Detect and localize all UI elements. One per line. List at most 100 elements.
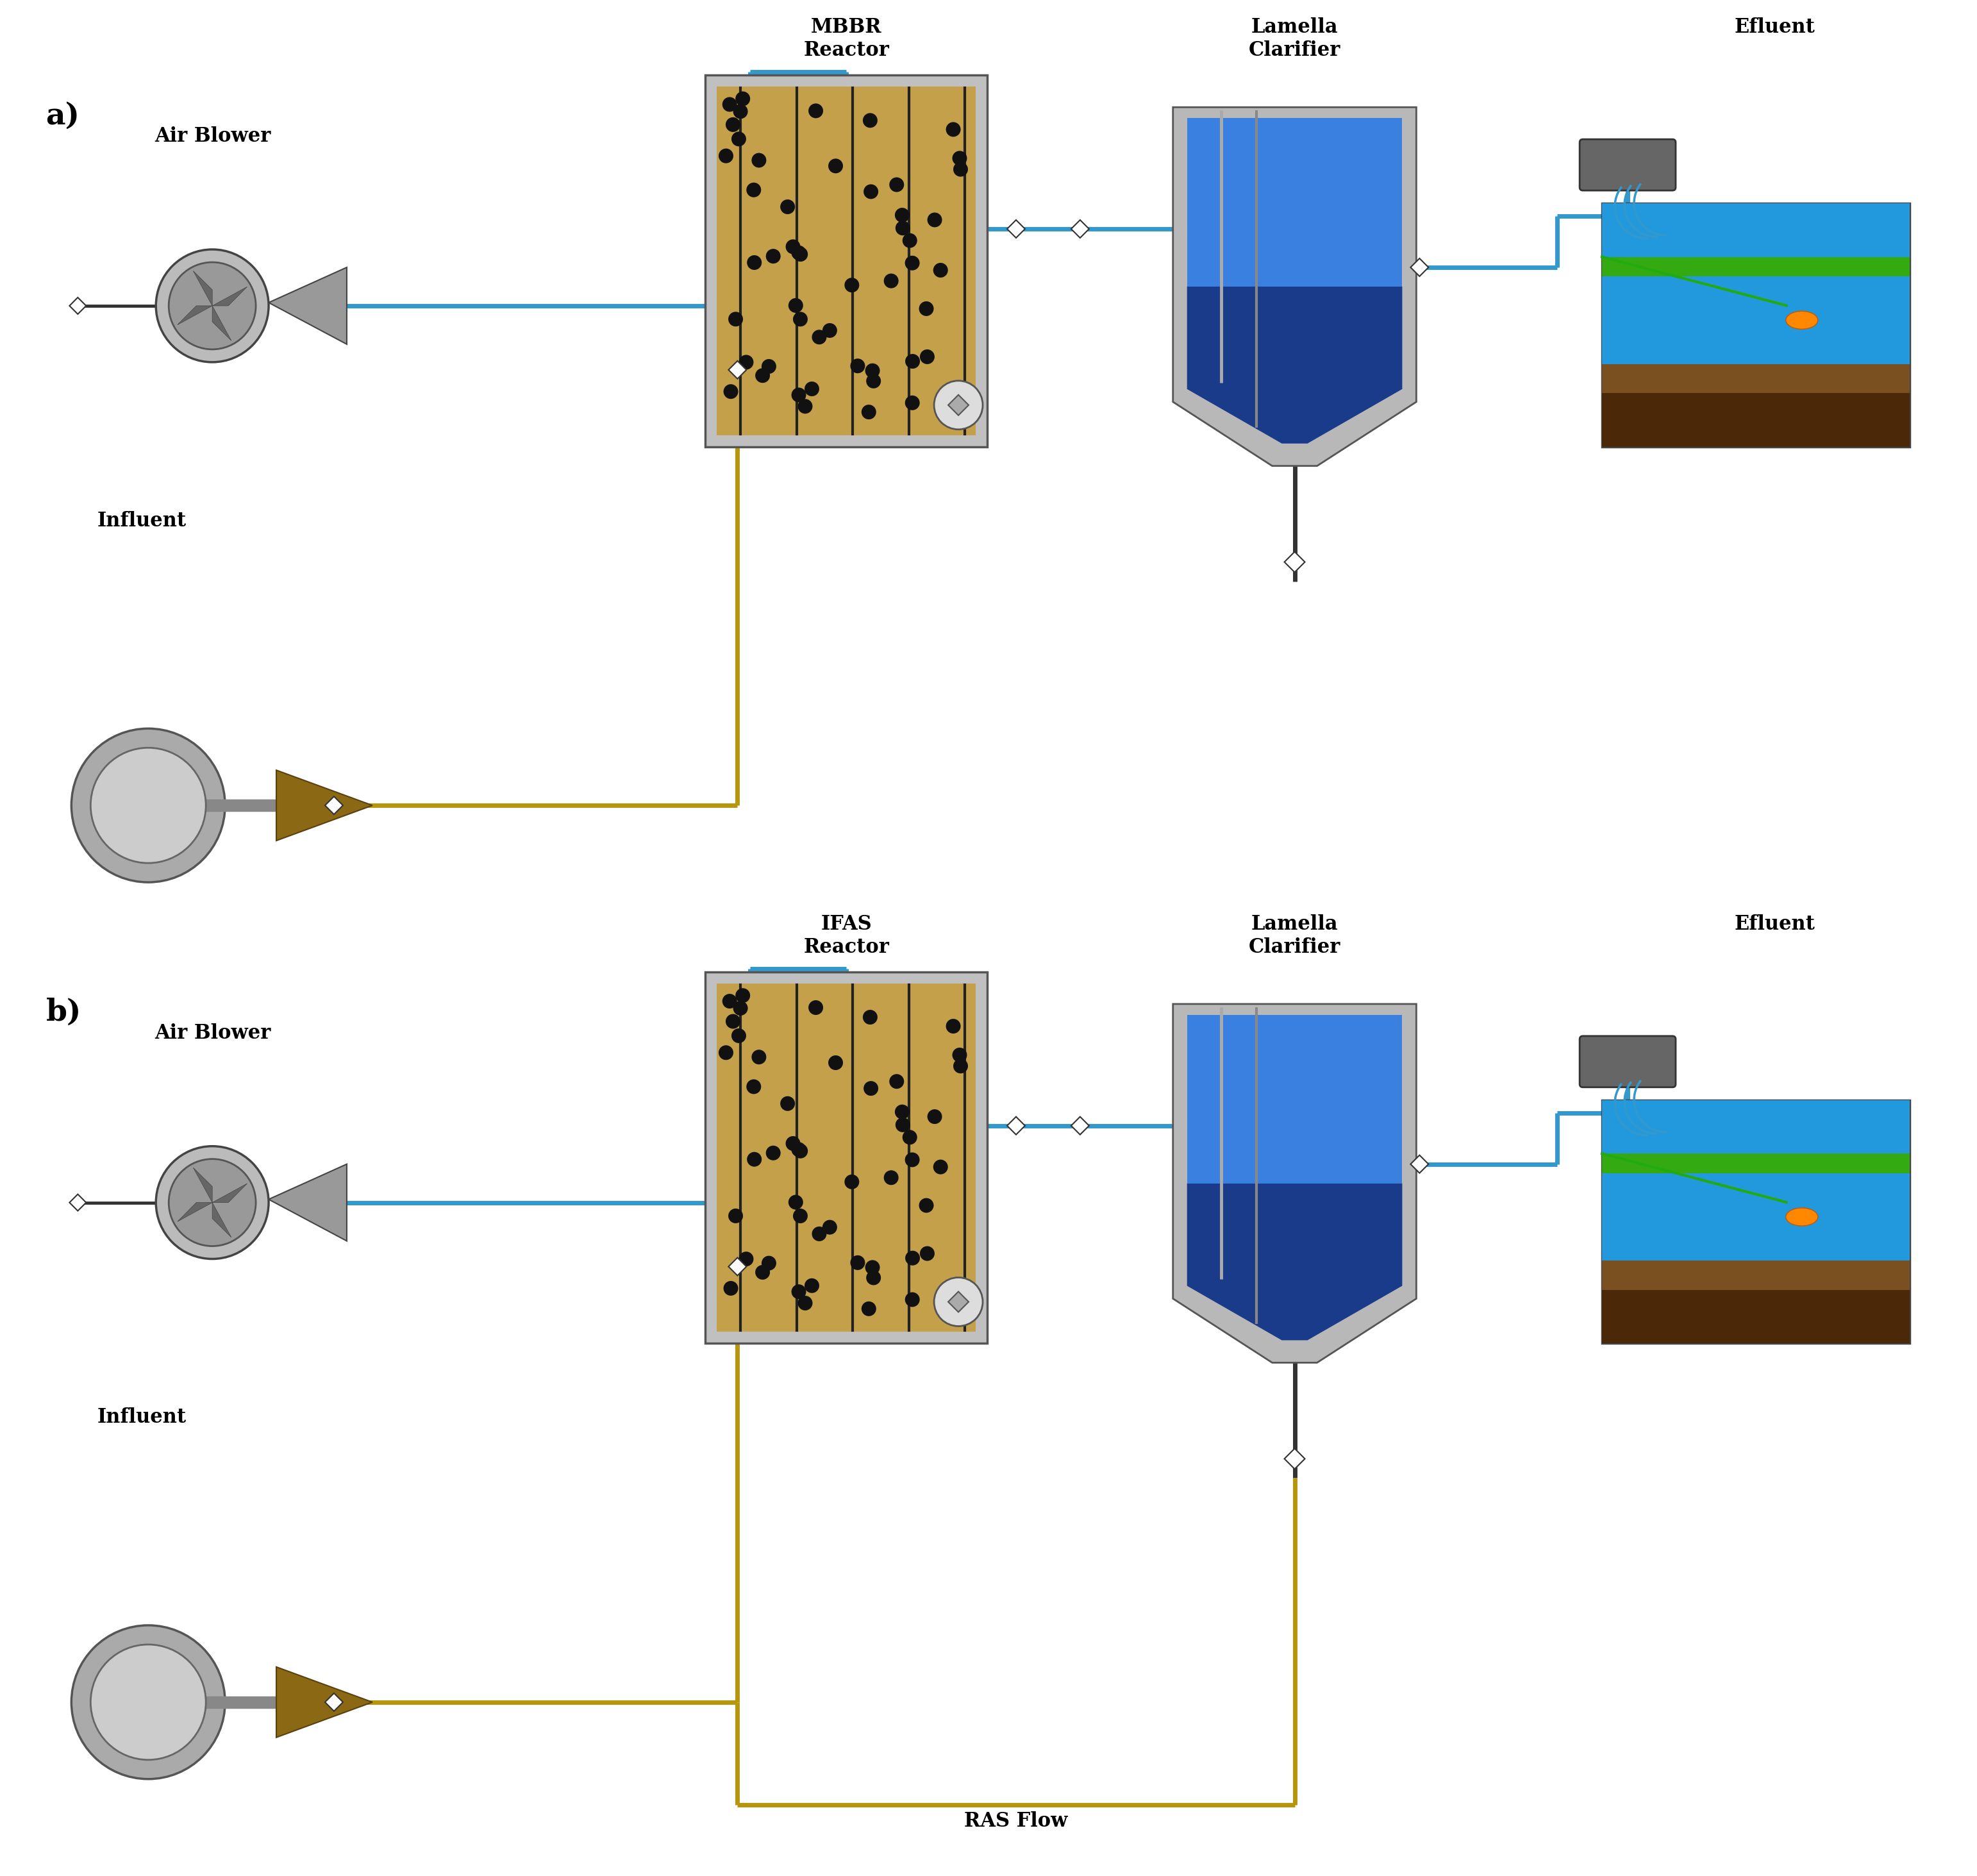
Circle shape	[933, 1159, 947, 1174]
Circle shape	[896, 208, 909, 223]
Circle shape	[733, 1000, 747, 1015]
Circle shape	[862, 1302, 876, 1317]
Circle shape	[905, 1293, 919, 1308]
Circle shape	[739, 1251, 753, 1266]
Polygon shape	[1072, 219, 1089, 238]
Circle shape	[864, 1081, 878, 1096]
Circle shape	[919, 1246, 935, 1261]
Bar	[718, 983, 977, 1332]
Circle shape	[919, 1199, 933, 1212]
Bar	[1186, 1015, 1402, 1184]
Circle shape	[728, 311, 743, 326]
Polygon shape	[277, 1668, 372, 1737]
Polygon shape	[69, 1195, 87, 1210]
Circle shape	[953, 1047, 967, 1062]
Circle shape	[789, 298, 803, 313]
Polygon shape	[728, 1257, 747, 1276]
Circle shape	[718, 148, 733, 163]
Circle shape	[791, 1142, 807, 1157]
Circle shape	[919, 302, 933, 315]
Circle shape	[726, 116, 739, 131]
Circle shape	[933, 263, 947, 278]
Circle shape	[722, 994, 737, 1009]
Circle shape	[945, 122, 961, 137]
Circle shape	[850, 358, 866, 373]
Polygon shape	[1172, 107, 1416, 465]
Polygon shape	[212, 287, 247, 306]
Polygon shape	[1006, 219, 1024, 238]
Circle shape	[724, 1281, 737, 1296]
Bar	[718, 86, 977, 435]
Circle shape	[884, 1171, 898, 1186]
Circle shape	[844, 278, 860, 293]
Circle shape	[726, 1015, 739, 1028]
Bar	[1601, 364, 1910, 394]
FancyBboxPatch shape	[1580, 139, 1676, 191]
Circle shape	[747, 1152, 761, 1167]
Circle shape	[844, 1174, 860, 1189]
Circle shape	[866, 1261, 880, 1276]
Circle shape	[927, 1109, 943, 1124]
Polygon shape	[269, 1165, 346, 1242]
Bar	[706, 972, 987, 1343]
Circle shape	[765, 250, 781, 263]
Circle shape	[828, 159, 842, 173]
Polygon shape	[1072, 1116, 1089, 1135]
Circle shape	[755, 1264, 769, 1279]
Circle shape	[919, 349, 935, 364]
Circle shape	[755, 368, 769, 383]
Polygon shape	[324, 1694, 342, 1711]
Polygon shape	[1186, 1184, 1402, 1339]
Text: Lamella
Clarifier: Lamella Clarifier	[1249, 17, 1340, 60]
Circle shape	[902, 233, 917, 248]
Circle shape	[805, 1278, 818, 1293]
Circle shape	[751, 154, 767, 167]
Circle shape	[927, 212, 943, 227]
Text: Influent: Influent	[97, 1407, 186, 1428]
Polygon shape	[194, 1167, 212, 1203]
Text: b): b)	[45, 998, 81, 1026]
Circle shape	[890, 1075, 903, 1088]
Text: Efluent: Efluent	[1734, 17, 1815, 38]
Polygon shape	[324, 797, 342, 814]
Circle shape	[791, 388, 807, 401]
Circle shape	[809, 1000, 822, 1015]
Circle shape	[718, 1045, 733, 1060]
Circle shape	[866, 1270, 882, 1285]
Polygon shape	[69, 298, 87, 313]
Circle shape	[791, 1285, 807, 1298]
Circle shape	[91, 1645, 206, 1760]
Circle shape	[781, 199, 795, 214]
Polygon shape	[728, 360, 747, 379]
Circle shape	[896, 1105, 909, 1120]
FancyBboxPatch shape	[1580, 1036, 1676, 1088]
Circle shape	[156, 1146, 269, 1259]
Polygon shape	[194, 270, 212, 306]
Circle shape	[862, 405, 876, 420]
Polygon shape	[1006, 1116, 1024, 1135]
Circle shape	[866, 364, 880, 379]
Bar	[1601, 1099, 1910, 1343]
Circle shape	[953, 150, 967, 165]
Circle shape	[793, 1208, 809, 1223]
Circle shape	[809, 103, 822, 118]
Circle shape	[156, 250, 269, 362]
Polygon shape	[1172, 1004, 1416, 1362]
Circle shape	[793, 248, 809, 261]
Text: a): a)	[45, 101, 79, 129]
Circle shape	[761, 1255, 777, 1270]
Bar	[1601, 394, 1910, 446]
Circle shape	[91, 749, 206, 863]
Circle shape	[728, 1208, 743, 1223]
Circle shape	[71, 728, 225, 882]
Circle shape	[896, 1118, 909, 1133]
Circle shape	[953, 1058, 969, 1073]
Circle shape	[731, 1028, 745, 1043]
Circle shape	[739, 355, 753, 370]
Bar	[1601, 203, 1910, 364]
Bar	[1601, 1261, 1910, 1291]
Polygon shape	[1601, 257, 1910, 276]
Text: Lamella
Clarifier: Lamella Clarifier	[1249, 914, 1340, 957]
Bar	[1186, 118, 1402, 287]
Circle shape	[953, 161, 969, 176]
